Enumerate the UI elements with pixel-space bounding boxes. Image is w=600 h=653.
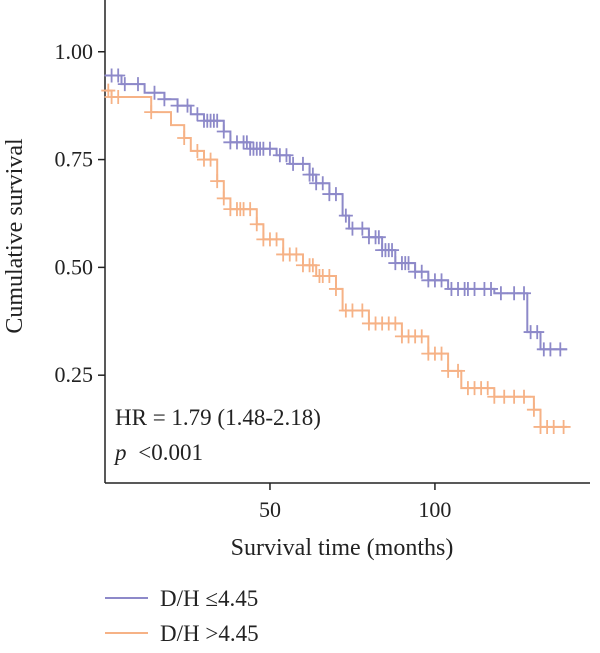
p-value: <0.001 [138,440,203,465]
censor-mark [385,243,400,258]
legend-label: D/H >4.45 [160,621,259,646]
censor-mark [269,232,284,247]
y-tick-label: 0.25 [55,362,94,387]
censor-mark [484,281,499,296]
x-tick-label: 100 [418,497,451,522]
censor-mark [553,342,568,357]
censor-mark [147,85,162,100]
censor-mark [401,256,416,271]
censor-mark [480,381,495,396]
censor-mark [355,221,370,236]
survival-curve [105,74,567,351]
y-tick-label: 0.50 [55,254,94,279]
censor-mark [262,141,277,156]
series-1 [104,68,568,357]
censor-mark [190,143,205,158]
legend-item-1: D/H ≤4.45 [105,586,258,611]
legend-label: D/H ≤4.45 [160,586,258,611]
censor-mark [305,167,320,182]
censor-mark [249,217,264,232]
censor-mark [289,247,304,262]
censor-mark [157,92,172,107]
censor-mark [239,135,254,150]
censor-mark [144,105,159,120]
x-ticks: 50 100 [259,483,451,522]
censor-mark [279,148,294,163]
censor-mark [434,346,449,361]
series-layer [101,68,571,434]
y-axis-title: Cumulative survival [2,138,28,334]
censor-mark [371,230,386,245]
censor-mark [322,269,337,283]
survival-curve [105,89,567,428]
censor-mark [210,113,225,128]
p-value-annotation: p <0.001 [113,440,203,465]
censor-mark [414,264,429,279]
x-tick-label: 50 [259,497,281,522]
censor-mark [493,286,508,301]
y-ticks: 0.25 0.50 0.75 1.00 [55,39,105,387]
censor-mark [338,208,353,223]
censor-mark [434,273,449,288]
hazard-ratio-annotation: HR = 1.79 (1.48-2.18) [115,405,321,430]
p-label: p [113,440,127,465]
y-tick-label: 1.00 [55,39,94,64]
censor-mark [530,325,545,340]
x-axis-title: Survival time (months) [231,535,454,561]
censor-mark [414,329,429,344]
axes [104,0,590,484]
censor-mark [117,77,132,92]
censor-mark [328,281,343,296]
censor-mark [111,68,126,83]
legend-item-2: D/H >4.45 [105,621,259,646]
censor-mark [203,152,218,167]
censor-mark [243,202,258,217]
censor-mark [305,258,320,273]
censor-mark [180,98,195,113]
censor-mark [130,77,145,92]
censor-mark [177,131,192,145]
series-2 [101,83,571,434]
censor-mark [556,419,571,434]
censor-mark [451,363,466,378]
censor-mark [101,83,116,98]
censor-mark [210,174,225,189]
censor-mark [295,156,310,171]
censor-mark [216,124,231,139]
legend: D/H ≤4.45 D/H >4.45 [105,586,259,646]
censor-mark [216,191,231,206]
censor-mark [355,303,370,318]
censor-mark [190,107,205,122]
censor-mark [388,316,403,331]
censor-mark [328,187,343,202]
censor-mark [517,389,532,404]
censor-mark [526,402,541,417]
censor-mark [517,286,532,301]
censor-mark [111,90,126,105]
y-tick-label: 0.75 [55,147,94,172]
censor-mark [315,176,330,191]
